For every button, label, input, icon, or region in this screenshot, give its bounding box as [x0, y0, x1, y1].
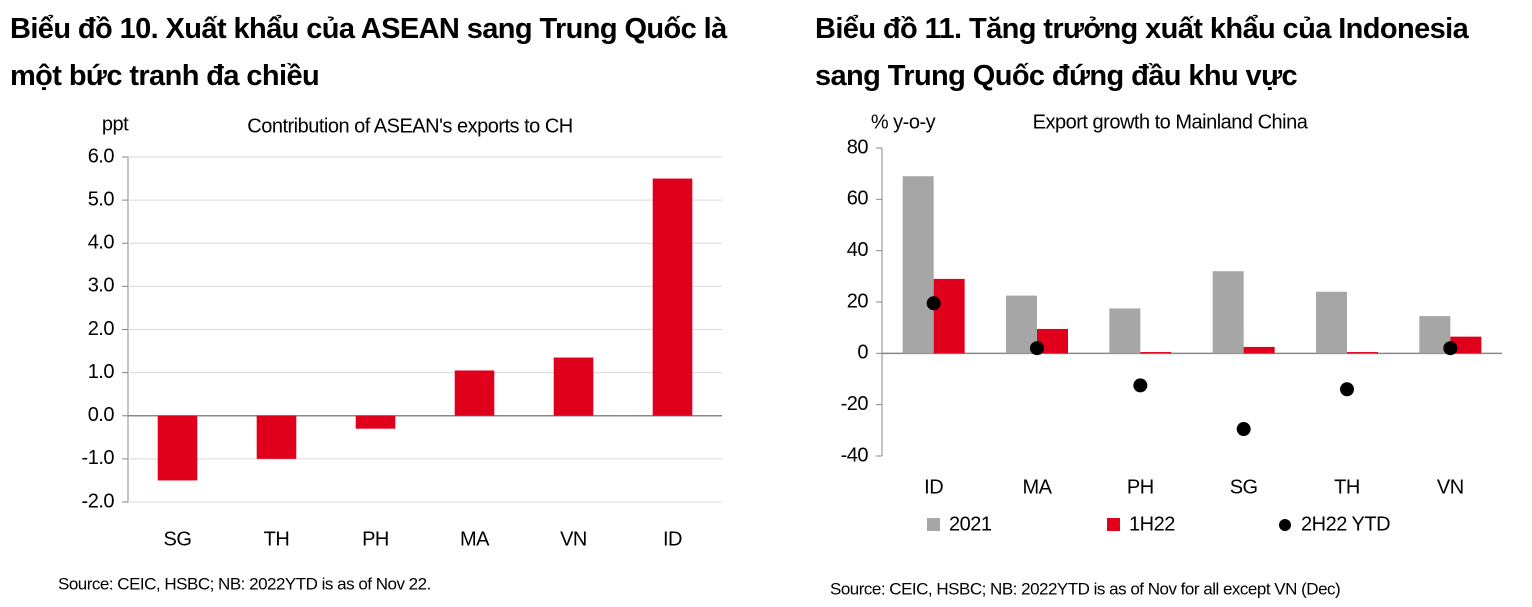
x-tick-label: PH — [1127, 476, 1154, 498]
legend-label: 1H22 — [1129, 513, 1175, 535]
dot — [1443, 341, 1458, 356]
y-tick-label: 80 — [847, 136, 869, 158]
y-tick-label: -40 — [841, 444, 869, 466]
x-tick-label: VN — [560, 528, 587, 550]
y-tick-label: 4.0 — [88, 232, 115, 254]
chart-heading: Biểu đồ 10. Xuất khẩu của ASEAN sang Tru… — [10, 13, 727, 92]
chart-subtitle: Contribution of ASEAN's exports to CH — [247, 115, 572, 137]
y-tick-label: -20 — [841, 393, 869, 415]
bar — [1316, 291, 1347, 354]
x-tick-label: ID — [663, 528, 682, 550]
x-tick-label: SG — [1230, 476, 1258, 498]
bar — [902, 176, 934, 354]
dot — [1236, 422, 1251, 437]
bar — [355, 415, 396, 429]
y-tick-label: -1.0 — [82, 447, 115, 469]
x-tick-label: PH — [362, 528, 389, 550]
legend-swatch — [1279, 519, 1291, 531]
legend-swatch — [927, 518, 940, 531]
bar — [1212, 271, 1244, 354]
y-axis-label: % y-o-y — [871, 111, 936, 133]
dot — [1133, 378, 1148, 393]
chart-source: Source: CEIC, HSBC; NB: 2022YTD is as of… — [58, 574, 431, 593]
y-tick-label: 20 — [847, 290, 869, 312]
bar — [1347, 352, 1378, 354]
y-axis-label: ppt — [102, 113, 129, 135]
x-tick-label: TH — [264, 528, 290, 550]
y-tick-label: 6.0 — [88, 145, 115, 167]
chart-heading: Biểu đồ 11. Tăng trưởng xuất khẩu của In… — [815, 13, 1469, 92]
y-tick-label: 2.0 — [88, 318, 115, 340]
x-tick-label: MA — [1023, 476, 1053, 498]
x-tick-label: MA — [460, 528, 490, 550]
chart-subtitle: Export growth to Mainland China — [1033, 111, 1309, 133]
legend-label: 2H22 YTD — [1301, 513, 1390, 535]
y-tick-label: 3.0 — [88, 275, 115, 297]
bar — [1243, 346, 1275, 354]
y-tick-label: 0.0 — [88, 404, 115, 426]
y-tick-label: -2.0 — [82, 490, 115, 512]
dot — [926, 296, 941, 311]
bar — [933, 278, 965, 354]
bar — [1450, 336, 1482, 354]
chart-source: Source: CEIC, HSBC; NB: 2022YTD is as of… — [830, 579, 1340, 598]
y-tick-label: 1.0 — [88, 361, 115, 383]
y-tick-label: 40 — [847, 239, 869, 261]
bar — [553, 357, 594, 416]
bar — [256, 415, 297, 459]
x-tick-label: VN — [1437, 476, 1464, 498]
x-tick-label: ID — [924, 476, 943, 498]
y-tick-label: 0 — [857, 342, 868, 364]
legend-swatch — [1107, 518, 1120, 531]
bar — [1140, 352, 1172, 354]
bar — [1109, 308, 1141, 354]
bar — [454, 370, 495, 416]
legend-label: 2021 — [949, 513, 992, 535]
dot — [1030, 341, 1044, 356]
x-tick-label: TH — [1334, 476, 1360, 498]
bar — [157, 415, 198, 481]
bar — [652, 178, 693, 416]
x-tick-label: SG — [164, 528, 192, 550]
y-tick-label: 5.0 — [88, 188, 115, 210]
y-tick-label: 60 — [847, 188, 869, 210]
dot — [1340, 382, 1354, 397]
